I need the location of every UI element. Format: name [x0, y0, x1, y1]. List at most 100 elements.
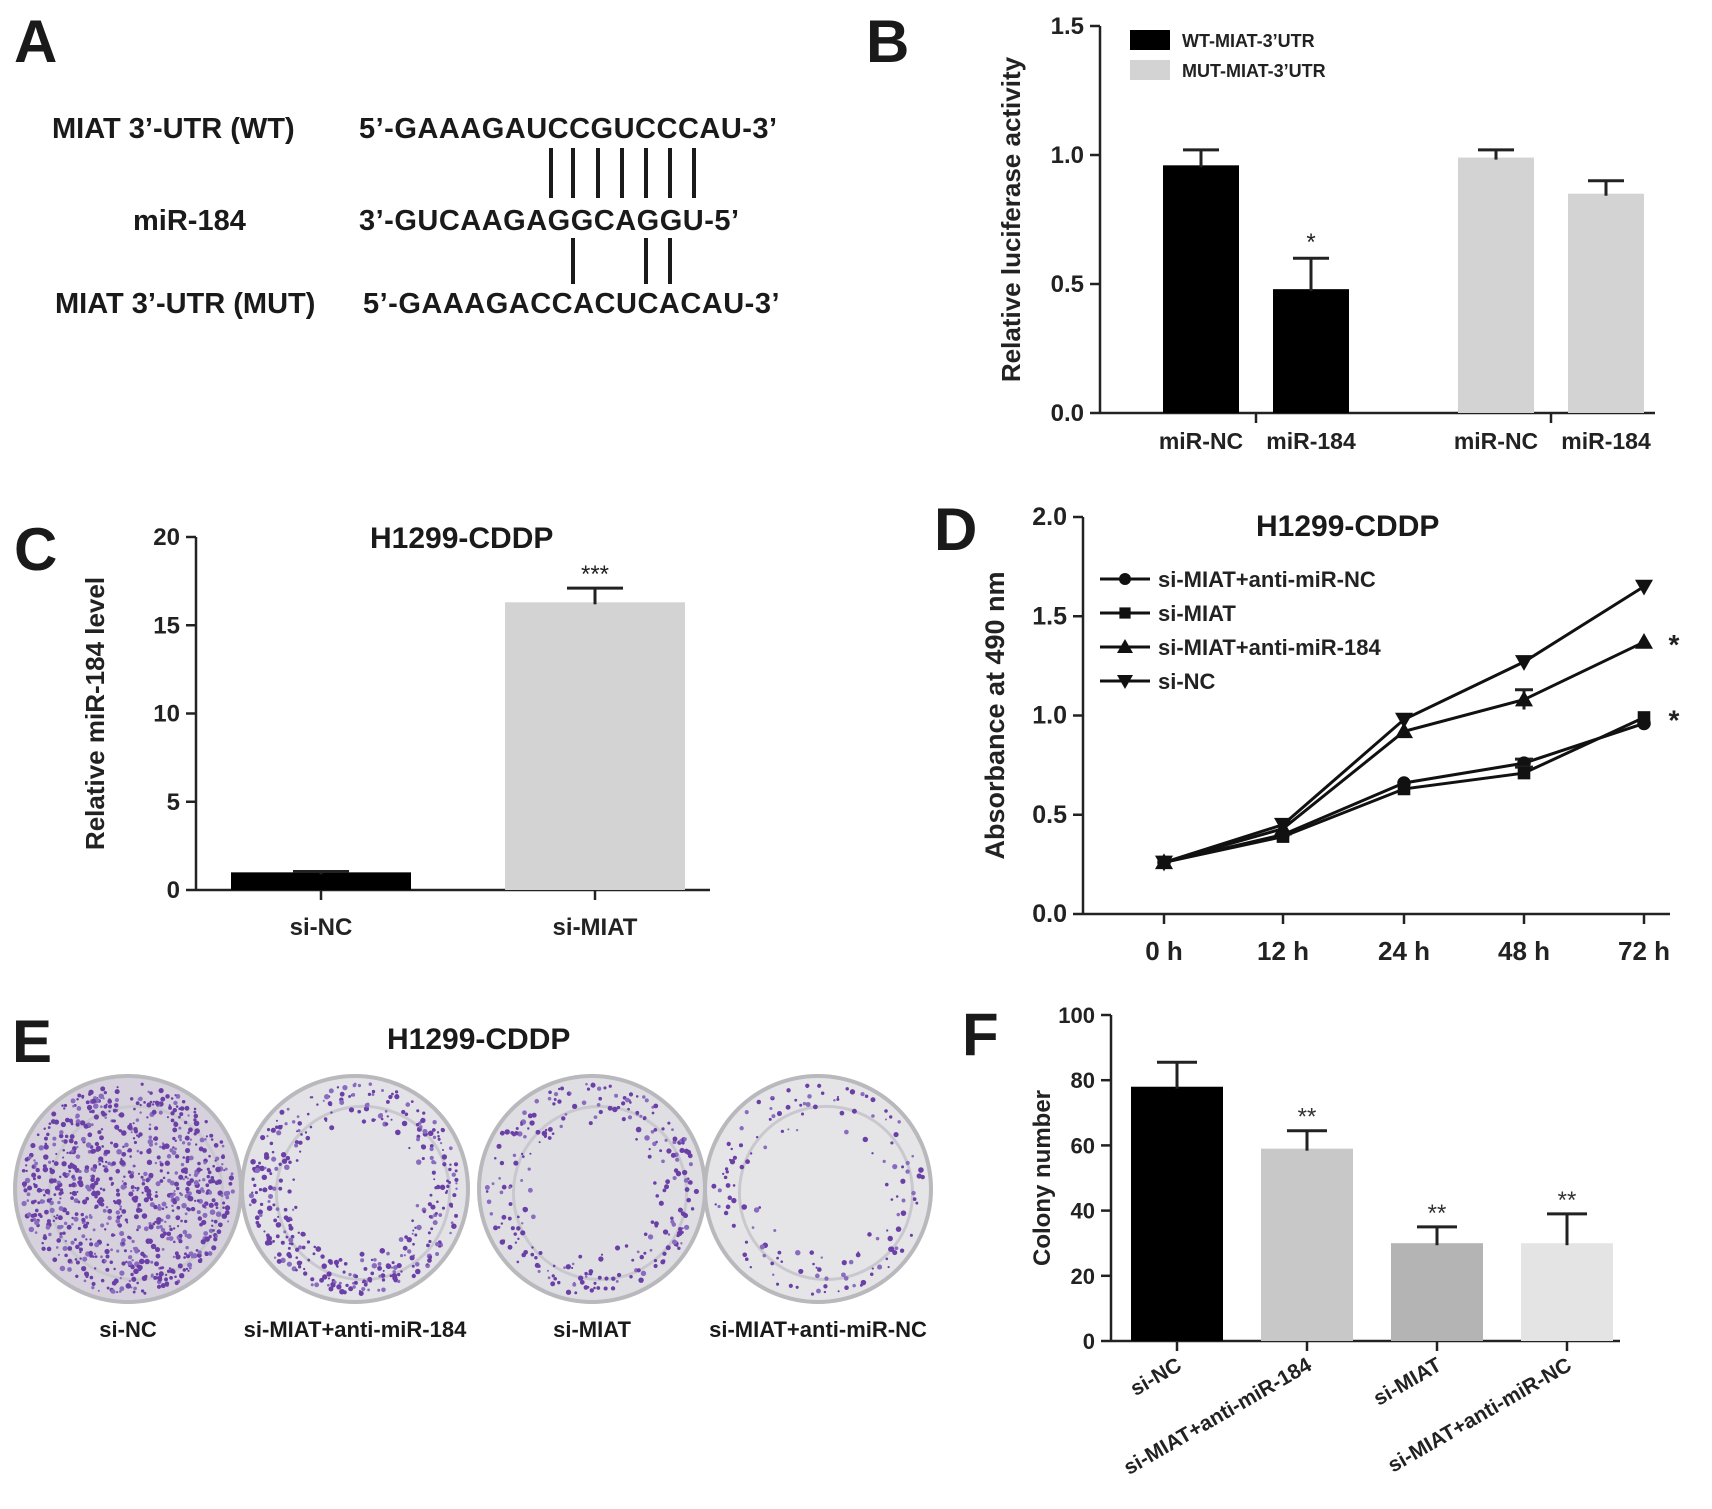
- colony: [911, 1190, 916, 1196]
- colony: [394, 1094, 400, 1100]
- mir-sequence: 3’-GUCAAGAGGCAGGU-5’: [359, 205, 740, 237]
- colony: [871, 1152, 874, 1155]
- colony: [153, 1275, 158, 1280]
- colony: [624, 1244, 629, 1248]
- colony: [168, 1224, 172, 1228]
- colony: [137, 1172, 141, 1175]
- colony: [251, 1177, 255, 1181]
- colony: [547, 1136, 552, 1140]
- colony: [180, 1193, 184, 1197]
- colony: [52, 1178, 57, 1183]
- legend-label: si-MIAT: [1158, 601, 1236, 626]
- colony: [486, 1199, 492, 1205]
- colony: [428, 1215, 432, 1219]
- colony: [535, 1129, 541, 1135]
- colony: [148, 1135, 153, 1140]
- colony: [221, 1144, 225, 1148]
- colony: [116, 1215, 121, 1220]
- colony: [161, 1142, 165, 1145]
- colony: [114, 1124, 120, 1130]
- colony: [870, 1097, 876, 1103]
- colony: [130, 1185, 135, 1189]
- colony: [547, 1276, 551, 1280]
- colony: [889, 1115, 893, 1119]
- colony: [138, 1208, 143, 1213]
- colony: [418, 1125, 423, 1129]
- colony: [300, 1231, 306, 1237]
- colony: [572, 1282, 577, 1287]
- colony: [116, 1148, 122, 1155]
- colony: [196, 1167, 202, 1173]
- y-axis-label: Absorbance at 490 nm: [980, 571, 1010, 859]
- colony: [732, 1184, 736, 1187]
- y-tick-label: 0: [1083, 1329, 1095, 1354]
- colony: [297, 1231, 300, 1234]
- panel-letter-d: D: [934, 496, 978, 563]
- colony: [91, 1176, 95, 1180]
- colony: [87, 1108, 91, 1111]
- y-tick-label: 0.5: [1032, 801, 1067, 829]
- colony: [496, 1143, 502, 1149]
- colony: [411, 1219, 414, 1223]
- colony: [52, 1142, 57, 1147]
- colony: [85, 1274, 89, 1278]
- colony: [202, 1148, 207, 1153]
- colony: [531, 1246, 534, 1249]
- colony: [115, 1210, 121, 1215]
- colony: [248, 1203, 252, 1207]
- colony: [552, 1102, 556, 1106]
- colony: [136, 1189, 139, 1192]
- colony: [262, 1187, 268, 1193]
- colony: [34, 1161, 38, 1166]
- colony: [150, 1243, 157, 1250]
- colony: [121, 1261, 126, 1266]
- colony: [149, 1091, 153, 1095]
- colony: [200, 1239, 206, 1245]
- colony: [520, 1179, 524, 1182]
- colony: [640, 1270, 647, 1277]
- y-tick-label: 2.0: [1032, 503, 1067, 531]
- colony: [368, 1082, 373, 1086]
- colony: [75, 1244, 80, 1250]
- colony: [520, 1152, 524, 1156]
- colony: [187, 1262, 193, 1268]
- dish-inner-ring: [274, 1104, 452, 1282]
- colony: [116, 1249, 120, 1253]
- colony: [298, 1265, 302, 1269]
- colony: [146, 1116, 149, 1119]
- colony: [731, 1223, 736, 1228]
- colony: [80, 1136, 86, 1142]
- colony: [300, 1133, 303, 1136]
- colony: [68, 1169, 71, 1173]
- colony: [254, 1215, 260, 1221]
- colony: [401, 1120, 408, 1127]
- colony: [100, 1223, 105, 1228]
- colony: [154, 1161, 158, 1165]
- colony: [211, 1224, 214, 1227]
- y-tick-label: 0.5: [1051, 271, 1084, 298]
- colony: [43, 1127, 46, 1130]
- colony: [502, 1239, 506, 1243]
- colony: [345, 1283, 349, 1288]
- colony: [517, 1215, 520, 1219]
- colony: [259, 1202, 264, 1207]
- colony: [119, 1270, 125, 1276]
- colony: [227, 1220, 230, 1223]
- colony: [427, 1130, 434, 1137]
- colony: [397, 1272, 401, 1277]
- colony: [414, 1233, 418, 1237]
- colony: [799, 1103, 803, 1107]
- colony: [603, 1086, 607, 1090]
- colony: [47, 1126, 51, 1129]
- colony: [295, 1256, 299, 1259]
- colony: [683, 1178, 689, 1183]
- colony: [621, 1101, 626, 1106]
- colony: [386, 1115, 389, 1118]
- colony: [286, 1261, 293, 1267]
- colony: [111, 1280, 117, 1286]
- colony: [596, 1086, 602, 1091]
- colony: [398, 1237, 404, 1242]
- colony: [145, 1255, 148, 1258]
- colony: [77, 1093, 82, 1098]
- colony: [143, 1100, 146, 1104]
